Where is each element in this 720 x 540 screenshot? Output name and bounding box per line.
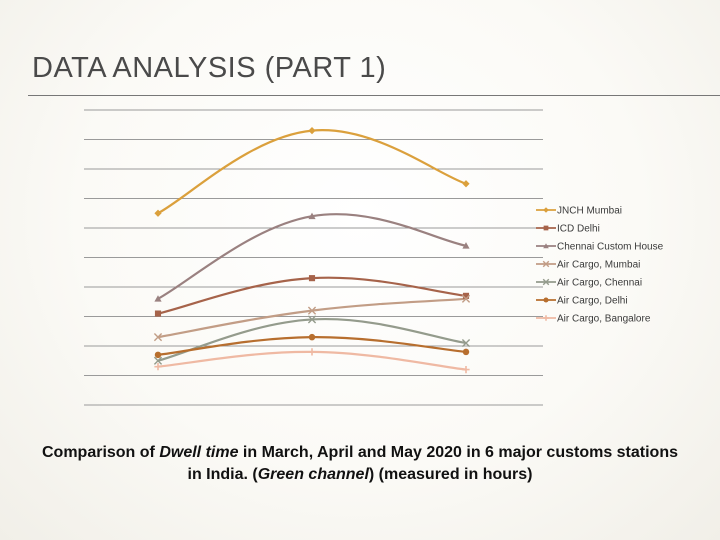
caption-text-2: in March, April and May 2020 in 6 major … [187,444,678,483]
data-point-air-cargo-chennai-may [461,338,471,348]
chart-series-markers [153,127,471,374]
legend-label-icd-delhi: ICD Delhi [557,224,600,235]
legend-label-air-cargo-mumbai: Air Cargo, Mumbai [557,260,640,271]
dwell-time-chart: JNCH Mumbai ICD Delhi Chennai Custom House… [84,109,664,406]
data-point-jnch-mumbai-march [154,209,162,217]
data-point-chennai-custom-house-may [462,242,470,249]
data-point-air-cargo-mumbai-april [307,306,317,315]
title-divider [28,95,720,96]
data-point-air-cargo-delhi-may [462,348,470,356]
caption-emphasis-green-channel: Green channel [257,466,369,483]
data-point-air-cargo-bangalore-may [462,366,470,374]
legend-marker-air-cargo-bangalore [543,315,549,321]
data-point-icd-delhi-april [308,275,316,282]
legend-marker-jnch-mumbai [543,207,549,213]
data-point-air-cargo-delhi-march [154,351,162,359]
series-line-chennai-custom-house [157,213,467,300]
data-point-air-cargo-delhi-april [308,333,316,341]
series-line-air-cargo-mumbai [157,297,467,339]
caption-emphasis-dwell-time: Dwell time [159,444,239,461]
legend-label-chennai-custom-house: Chennai Custom House [557,242,664,253]
series-line-jnch-mumbai [157,129,467,215]
chart-series-lines [157,129,467,371]
data-point-air-cargo-mumbai-march [153,333,163,342]
series-line-icd-delhi [157,276,467,315]
legend-marker-air-cargo-chennai [542,278,550,286]
data-point-icd-delhi-march [154,310,162,317]
legend-label-air-cargo-delhi: Air Cargo, Delhi [557,296,628,307]
data-point-chennai-custom-house-april [308,212,316,220]
legend-marker-air-cargo-delhi [543,297,549,303]
legend-label-jnch-mumbai: JNCH Mumbai [557,206,622,217]
slide-title: DATA ANALYSIS (PART 1) [32,52,387,84]
chart-gridlines [84,109,543,406]
legend-label-air-cargo-chennai: Air Cargo, Chennai [557,278,642,289]
data-point-jnch-mumbai-april [308,127,316,135]
data-point-air-cargo-chennai-march [153,356,163,365]
legend-marker-air-cargo-mumbai [542,260,550,268]
data-point-air-cargo-chennai-april [307,315,317,324]
caption-text-3: ) (measured in hours) [368,466,533,483]
chart-legend: JNCH Mumbai ICD Delhi Chennai Custom House… [536,206,664,325]
legend-marker-icd-delhi [543,225,549,231]
data-point-air-cargo-mumbai-may [461,294,471,303]
legend-label-air-cargo-bangalore: Air Cargo, Bangalore [557,314,651,325]
data-point-chennai-custom-house-march [154,295,162,302]
data-point-air-cargo-bangalore-march [154,363,162,371]
caption-text-1: Comparison of [41,444,160,461]
legend-marker-chennai-custom-house [543,243,549,249]
chart-caption: Comparison of Dwell time in March, April… [40,442,680,486]
data-point-icd-delhi-may [462,292,470,299]
data-point-jnch-mumbai-may [462,180,470,188]
data-point-air-cargo-bangalore-april [308,348,316,356]
